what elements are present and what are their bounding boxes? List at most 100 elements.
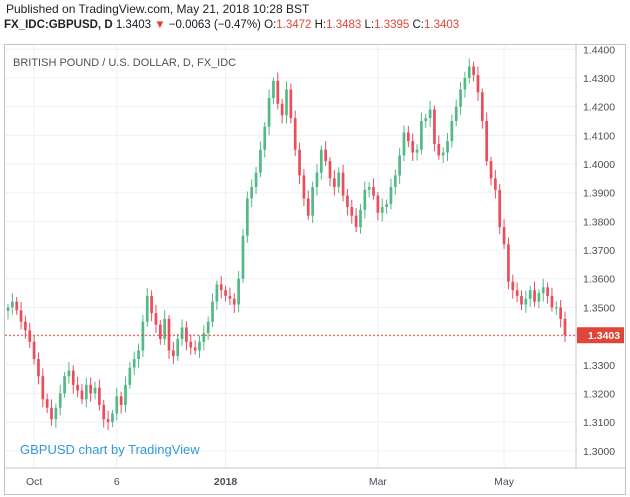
- candle-body: [67, 370, 71, 377]
- y-tick-label: 1.3300: [583, 360, 615, 372]
- candle-body: [537, 293, 541, 302]
- x-tick-label: 6: [114, 476, 120, 488]
- candle-body: [237, 278, 240, 305]
- x-tick-label: Mar: [369, 476, 388, 488]
- symbol-info-bar: FX_IDC:GBPUSD, D 1.3403 ▼ −0.0063 (−0.47…: [4, 19, 459, 31]
- candle-body: [472, 66, 475, 76]
- candle-body: [454, 106, 458, 121]
- candle-body: [285, 89, 288, 116]
- candle-body: [89, 384, 93, 394]
- y-tick-label: 1.4200: [583, 102, 615, 114]
- candle-body: [111, 413, 114, 423]
- candle-body: [324, 149, 328, 162]
- y-tick-label: 1.3000: [583, 446, 615, 458]
- candle-body: [415, 149, 419, 153]
- high-key: H:: [314, 19, 327, 31]
- candle-body: [202, 333, 206, 342]
- candle-body: [293, 118, 297, 150]
- candle-body: [63, 376, 66, 394]
- candle-body: [441, 152, 445, 156]
- candle-body: [267, 98, 271, 127]
- candle-body: [150, 295, 153, 314]
- candle-body: [80, 390, 84, 400]
- last-price-text: 1.3403: [588, 330, 620, 342]
- candle-body: [337, 172, 341, 187]
- candle-body: [437, 143, 441, 156]
- candle-body: [37, 359, 40, 377]
- candle-body: [102, 404, 106, 420]
- candle-body: [167, 318, 171, 351]
- candle-body: [145, 295, 149, 322]
- candle-body: [115, 396, 119, 414]
- candle-body: [402, 132, 406, 156]
- candle-body: [259, 149, 262, 173]
- last-price-marker: 1.3403: [5, 327, 624, 344]
- candle-body: [502, 227, 506, 245]
- candle-body: [328, 161, 332, 179]
- published-credit: Published on TradingView.com, May 21, 20…: [6, 2, 310, 16]
- candle-body: [489, 161, 493, 179]
- candle-body: [511, 281, 515, 291]
- candle-body: [6, 307, 10, 311]
- candle-body: [245, 198, 249, 236]
- low-value: 1.3395: [374, 19, 410, 31]
- candle-body: [363, 189, 367, 210]
- y-tick-label: 1.4400: [583, 44, 615, 56]
- candle-body: [494, 178, 497, 190]
- y-tick-label: 1.3100: [583, 417, 615, 429]
- candle-body: [507, 244, 510, 282]
- candle-body: [119, 396, 123, 405]
- chart-watermark: GBPUSD chart by TradingView: [20, 442, 200, 457]
- candle-body: [467, 66, 471, 78]
- candle-body: [185, 327, 188, 342]
- candle-body: [128, 367, 132, 385]
- candle-body: [250, 186, 254, 199]
- candle-body: [541, 287, 545, 294]
- candle-body: [563, 318, 567, 336]
- candle-body: [524, 298, 528, 305]
- chart-title: BRITISH POUND / U.S. DOLLAR, D, FX_IDC: [13, 57, 236, 69]
- candle-body: [341, 172, 345, 196]
- candle-body: [480, 92, 484, 121]
- candle-body: [254, 172, 258, 187]
- candle-body: [515, 290, 519, 296]
- candles: [6, 58, 567, 431]
- candle-body: [276, 80, 280, 104]
- candle-body: [198, 341, 201, 351]
- candle-body: [411, 141, 415, 153]
- candle-body: [50, 407, 53, 420]
- open-value: 1.3472: [276, 19, 312, 31]
- last-price-badge: [577, 327, 624, 344]
- x-tick-label: Oct: [26, 476, 42, 488]
- candle-body: [306, 198, 310, 216]
- candle-body: [376, 195, 380, 213]
- candle-body: [333, 178, 336, 187]
- candle-body: [11, 301, 14, 308]
- candle-body: [141, 321, 145, 351]
- candle-body: [272, 80, 275, 99]
- price-axis: 1.30001.31001.32001.33001.34001.35001.36…: [583, 44, 615, 457]
- candle-body: [554, 307, 558, 309]
- candle-body: [550, 295, 554, 308]
- candle-body: [520, 295, 523, 305]
- candle-body: [424, 118, 428, 121]
- candle-body: [176, 338, 180, 357]
- candle-body: [219, 284, 223, 291]
- candle-body: [32, 341, 36, 360]
- time-axis: Oct 6 2018 Mar May: [26, 476, 515, 488]
- candle-body: [224, 290, 227, 296]
- candle-body: [385, 204, 388, 208]
- candle-body: [98, 387, 101, 405]
- x-tick-label: May: [494, 476, 515, 488]
- high-value: 1.3483: [326, 19, 362, 31]
- y-tick-label: 1.3200: [583, 388, 615, 400]
- candle-body: [298, 149, 301, 176]
- y-tick-label: 1.3600: [583, 274, 615, 286]
- candle-body: [485, 120, 489, 162]
- candle-body: [180, 327, 184, 339]
- candle-body: [189, 341, 193, 348]
- y-tick-label: 1.4000: [583, 159, 615, 171]
- candle-body: [433, 109, 436, 144]
- symbol-label: FX_IDC:GBPUSD, D: [4, 19, 113, 31]
